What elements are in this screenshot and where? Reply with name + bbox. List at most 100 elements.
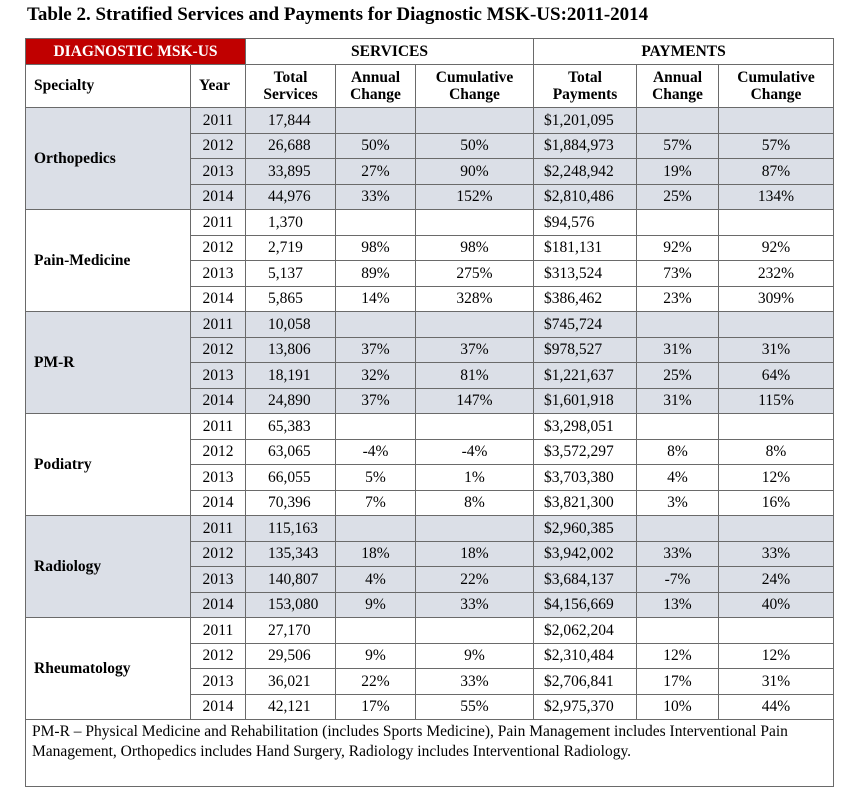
table-row: 2014 42,121 17% 55% $2,975,370 10% 44% (26, 693, 835, 720)
total-payments: $94,576 (533, 209, 638, 236)
column-header: Total Payments (533, 64, 638, 108)
cumulative-change: 33% (718, 540, 835, 567)
total-services: 27,170 (245, 617, 337, 644)
total-payments: $2,975,370 (533, 693, 638, 720)
annual-change: 33% (335, 183, 417, 210)
annual-change: 23% (636, 285, 720, 312)
annual-change: 10% (636, 693, 720, 720)
total-payments: $3,684,137 (533, 566, 638, 593)
table-row: 2013 140,807 4% 22% $3,684,137 -7% 24% (26, 566, 835, 593)
total-payments: $745,724 (533, 311, 638, 338)
cumulative-change: 31% (718, 668, 835, 695)
cumulative-change: 57% (718, 132, 835, 159)
annual-change: 25% (636, 183, 720, 210)
cumulative-change: 81% (415, 362, 535, 389)
table-row: 2014 44,976 33% 152% $2,810,486 25% 134% (26, 183, 835, 210)
table-row: 2012 2,719 98% 98% $181,131 92% 92% (26, 234, 835, 261)
year: 2014 (189, 591, 247, 618)
empty-cell (636, 311, 720, 338)
total-payments: $2,310,484 (533, 642, 638, 669)
data-table: DIAGNOSTIC MSK-US SERVICES PAYMENTS Spec… (24, 38, 835, 787)
table-row: 2014 24,890 37% 147% $1,601,918 31% 115% (26, 387, 835, 414)
annual-change: 17% (335, 693, 417, 720)
total-services: 115,163 (245, 515, 337, 542)
total-services: 42,121 (245, 693, 337, 720)
empty-cell (718, 413, 835, 440)
year: 2014 (189, 387, 247, 414)
annual-change: 37% (335, 336, 417, 363)
cumulative-change: 24% (718, 566, 835, 593)
annual-change: 98% (335, 234, 417, 261)
specialty: Podiatry (25, 413, 191, 516)
cumulative-change: 40% (718, 591, 835, 618)
total-payments: $2,960,385 (533, 515, 638, 542)
total-payments: $2,248,942 (533, 158, 638, 185)
total-payments: $3,703,380 (533, 464, 638, 491)
total-services: 153,080 (245, 591, 337, 618)
total-services: 140,807 (245, 566, 337, 593)
total-services: 66,055 (245, 464, 337, 491)
total-payments: $978,527 (533, 336, 638, 363)
year: 2011 (189, 413, 247, 440)
total-services: 1,370 (245, 209, 337, 236)
total-payments: $1,884,973 (533, 132, 638, 159)
annual-change: 37% (335, 387, 417, 414)
year: 2014 (189, 183, 247, 210)
total-services: 17,844 (245, 107, 337, 134)
total-services: 5,865 (245, 285, 337, 312)
cumulative-change: 328% (415, 285, 535, 312)
cumulative-change: 275% (415, 260, 535, 287)
year: 2014 (189, 693, 247, 720)
table-row: PM-R 2011 10,058 $745,724 (25, 311, 835, 414)
column-header: Specialty (25, 64, 191, 108)
empty-cell (415, 617, 535, 644)
table-row: 2012 26,688 50% 50% $1,884,973 57% 57% (26, 132, 835, 159)
total-services: 65,383 (245, 413, 337, 440)
table-row: Pain-Medicine 2011 1,370 $94,576 (25, 209, 835, 312)
cumulative-change: 134% (718, 183, 835, 210)
annual-change: 27% (335, 158, 417, 185)
total-services: 2,719 (245, 234, 337, 261)
empty-cell (718, 515, 835, 542)
annual-change: 92% (636, 234, 720, 261)
total-payments: $2,706,841 (533, 668, 638, 695)
total-payments: $3,298,051 (533, 413, 638, 440)
year: 2014 (189, 489, 247, 516)
total-services: 70,396 (245, 489, 337, 516)
total-services: 24,890 (245, 387, 337, 414)
cumulative-change: 8% (415, 489, 535, 516)
total-payments: $2,062,204 (533, 617, 638, 644)
annual-change: 14% (335, 285, 417, 312)
empty-cell (415, 209, 535, 236)
annual-change: 57% (636, 132, 720, 159)
year: 2011 (189, 311, 247, 338)
annual-change: 31% (636, 336, 720, 363)
total-payments: $1,221,637 (533, 362, 638, 389)
table-row: Podiatry 2011 65,383 $3,298,051 (25, 413, 835, 516)
annual-change: 25% (636, 362, 720, 389)
empty-cell (718, 107, 835, 134)
total-payments: $3,821,300 (533, 489, 638, 516)
cumulative-change: 92% (718, 234, 835, 261)
total-services: 29,506 (245, 642, 337, 669)
cumulative-change: 16% (718, 489, 835, 516)
table-row: 2013 66,055 5% 1% $3,703,380 4% 12% (26, 464, 835, 491)
annual-change: 50% (335, 132, 417, 159)
empty-cell (415, 413, 535, 440)
column-header: Cumulative Change (415, 64, 535, 108)
year: 2012 (189, 438, 247, 465)
cumulative-change: 9% (415, 642, 535, 669)
table-row: Orthopedics 2011 17,844 $1,201,095 (25, 107, 835, 210)
column-header: Cumulative Change (718, 64, 835, 108)
column-header: Annual Change (636, 64, 720, 108)
year: 2014 (189, 285, 247, 312)
table-row: 2013 18,191 32% 81% $1,221,637 25% 64% (26, 362, 835, 389)
annual-change: 9% (335, 591, 417, 618)
total-services: 10,058 (245, 311, 337, 338)
cumulative-change: 37% (415, 336, 535, 363)
empty-cell (718, 209, 835, 236)
cumulative-change: 90% (415, 158, 535, 185)
total-services: 13,806 (245, 336, 337, 363)
annual-change: 73% (636, 260, 720, 287)
cumulative-change: 33% (415, 668, 535, 695)
